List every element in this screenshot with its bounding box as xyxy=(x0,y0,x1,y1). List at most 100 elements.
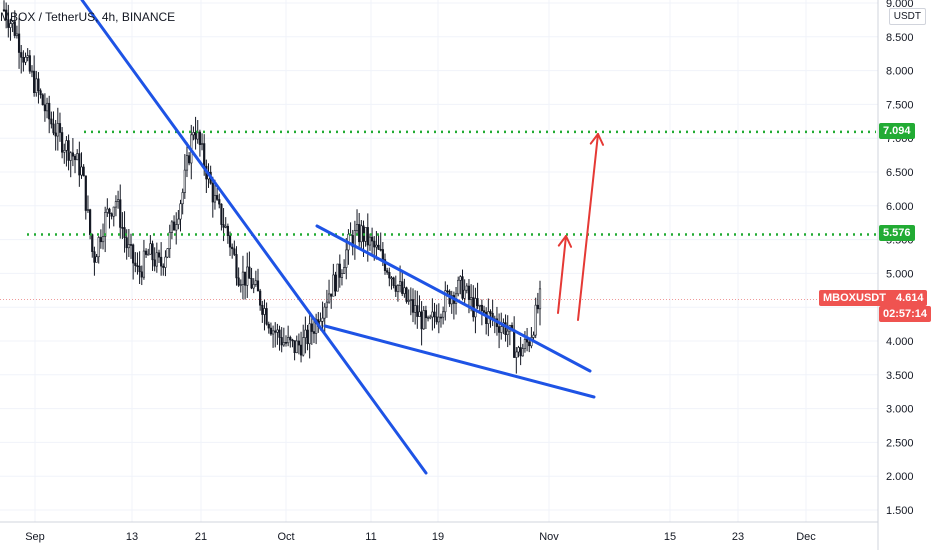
time-tick-label: Dec xyxy=(796,531,816,543)
candle-body xyxy=(97,237,100,258)
candle-body xyxy=(9,23,12,28)
candle-body xyxy=(388,272,391,279)
candle-body xyxy=(30,70,34,73)
candle-body xyxy=(58,123,62,133)
candle-body xyxy=(248,266,251,279)
candle-body xyxy=(181,192,184,205)
candle-body xyxy=(33,70,36,93)
candle-body xyxy=(65,140,68,151)
bar-countdown: 02:57:14 xyxy=(879,306,932,323)
candle-body xyxy=(308,323,311,345)
candle-body xyxy=(265,308,268,325)
price-tick-label: 8.500 xyxy=(886,32,914,44)
candle-body xyxy=(179,203,182,220)
candle-body xyxy=(263,308,266,315)
candle-body xyxy=(276,329,279,333)
price-axis[interactable]: 9.0008.5008.0007.5007.0006.5006.0005.500… xyxy=(886,0,914,517)
candle-body xyxy=(93,251,96,263)
chart-title: MBOX / TetherUS, 4h, BINANCE xyxy=(0,10,176,24)
candle-body xyxy=(99,237,102,243)
candle-body xyxy=(506,330,509,335)
candle-body xyxy=(7,19,10,28)
candle-body xyxy=(323,306,326,319)
candle-body xyxy=(538,288,542,310)
candle-body xyxy=(177,218,180,225)
candle-body xyxy=(132,244,135,264)
candle-body xyxy=(351,235,354,248)
candle-body xyxy=(422,310,425,330)
candle-body xyxy=(256,280,260,292)
price-tick-label: 1.500 xyxy=(886,505,914,517)
currency-unit-label[interactable]: USDT xyxy=(888,8,926,25)
candle-body xyxy=(89,209,92,235)
candle-body xyxy=(166,248,169,258)
candle-body xyxy=(498,326,501,333)
candle-body xyxy=(534,304,537,336)
candle-body xyxy=(297,340,301,346)
candle-body xyxy=(521,348,524,357)
candle-body xyxy=(67,140,70,161)
candle-body xyxy=(134,262,137,266)
candle-body xyxy=(162,265,165,268)
candle-body xyxy=(222,224,225,228)
candle-body xyxy=(368,236,372,246)
candle-body xyxy=(119,199,122,228)
horizontal-levels xyxy=(27,130,876,236)
time-tick-label: 21 xyxy=(195,531,207,543)
candle-body xyxy=(476,298,479,307)
candle-body xyxy=(63,150,66,153)
candle-body xyxy=(228,235,232,248)
candle-body xyxy=(517,347,520,353)
candle-body xyxy=(426,316,430,319)
candle-body xyxy=(282,342,285,346)
candle-body xyxy=(233,248,236,255)
candle-body xyxy=(110,213,113,217)
candle-body xyxy=(91,234,94,252)
time-tick-label: Oct xyxy=(277,531,294,543)
candle-body xyxy=(364,227,367,242)
candle-body xyxy=(69,152,72,161)
candle-body xyxy=(478,304,481,307)
price-tick-label: 9.000 xyxy=(886,0,914,10)
candle-body xyxy=(170,221,174,233)
candle-body xyxy=(523,339,527,349)
candle-body xyxy=(164,256,167,268)
candle-body xyxy=(396,285,400,292)
candle-body xyxy=(386,270,389,273)
time-tick-label: 23 xyxy=(732,531,744,543)
candle-body xyxy=(11,21,14,24)
candle-body xyxy=(160,256,163,267)
candle-body xyxy=(299,344,303,356)
candle-body xyxy=(267,323,270,329)
candle-body xyxy=(235,254,238,279)
candle-body xyxy=(45,102,49,112)
candle-body xyxy=(22,57,25,63)
candle-body xyxy=(183,169,186,193)
symbol-price-tag: MBOXUSDT 4.614 xyxy=(819,290,928,307)
candle-body xyxy=(157,252,161,258)
price-tick-label: 8.000 xyxy=(886,66,914,78)
candle-body xyxy=(306,329,309,345)
level-tag-lower: 5.576 xyxy=(879,225,915,242)
candle-body xyxy=(293,340,296,354)
candle-body xyxy=(76,153,79,161)
candle-body xyxy=(220,203,223,225)
time-tick-label: 13 xyxy=(126,531,138,543)
candle-body xyxy=(194,132,197,140)
candle-body xyxy=(525,339,529,343)
candle-body xyxy=(327,293,331,303)
candle-body xyxy=(334,274,337,292)
candle-body xyxy=(500,326,503,333)
candle-body xyxy=(35,78,38,93)
downtrend-line xyxy=(80,0,428,475)
candle-body xyxy=(414,305,417,313)
candle-body xyxy=(54,132,57,137)
candle-body xyxy=(106,208,109,213)
time-axis[interactable]: Sep 13 21 Oct 11 19 Nov 15 23 Dec xyxy=(25,531,816,543)
candle-body xyxy=(39,90,42,96)
candle-body xyxy=(125,237,128,249)
candle-body xyxy=(216,195,219,200)
candle-body xyxy=(519,347,522,357)
candle-body xyxy=(123,227,126,238)
